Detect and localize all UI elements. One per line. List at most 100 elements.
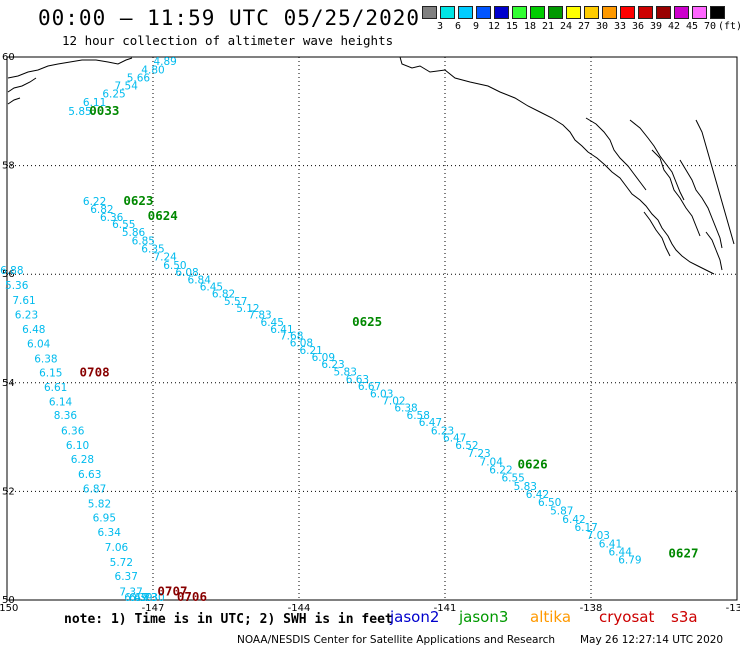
- pass-time-label: 0033: [89, 103, 119, 118]
- swh-value: 6.36: [100, 212, 124, 224]
- swh-value: 6.17: [574, 522, 597, 534]
- swh-value: 6.28: [71, 454, 94, 466]
- swh-value: 6.55: [112, 219, 135, 231]
- legend-swatch: [548, 6, 563, 19]
- swh-value: 6.82: [212, 289, 235, 301]
- swh-value: 6.08: [175, 267, 198, 279]
- legend-swatch: [494, 6, 509, 19]
- footer-timestamp: May 26 12:27:14 UTC 2020: [580, 634, 724, 646]
- note-text: note: 1) Time is in UTC; 2) SWH is in fe…: [64, 612, 393, 627]
- swh-value: 6.22: [489, 464, 512, 476]
- swh-value: 6.79: [618, 555, 641, 567]
- swh-value: 6.38: [394, 403, 417, 415]
- legend-label: 36: [631, 21, 645, 32]
- legend-label: 27: [577, 21, 591, 32]
- swh-value: 6.82: [90, 204, 113, 216]
- swh-value: 6.23: [15, 310, 38, 322]
- swh-value: 7.30: [141, 592, 164, 604]
- legend-swatch: [620, 6, 635, 19]
- swh-value: 5.82: [88, 499, 111, 511]
- swh-value: 6.88: [0, 265, 23, 277]
- swh-value: 5.86: [122, 227, 146, 239]
- swh-value: 6.44: [609, 546, 633, 558]
- page-subtitle: 12 hour collection of altimeter wave hei…: [62, 33, 394, 48]
- legend-label: 45: [685, 21, 699, 32]
- legend-label: 70: [703, 21, 717, 32]
- pass-time-label: 0707: [157, 584, 187, 599]
- swh-value: 4.89: [153, 56, 176, 68]
- lat-tick-label: 50: [2, 595, 15, 606]
- swh-value: 6.41: [270, 324, 293, 336]
- legend-label: 6: [454, 21, 462, 32]
- swh-value: 6.25: [102, 89, 125, 101]
- swh-value: 7.54: [115, 81, 139, 93]
- map-frame: [6, 56, 738, 601]
- swh-value: 6.52: [455, 440, 478, 452]
- swh-value: 7.24: [153, 252, 177, 264]
- legend-swatch: [476, 6, 491, 19]
- swh-value: 5.83: [334, 367, 357, 379]
- swh-value: 6.49: [124, 592, 147, 604]
- swh-value: 6.42: [562, 514, 585, 526]
- satellite-legend-item: altika: [530, 608, 572, 626]
- legend-label: 15: [505, 21, 519, 32]
- lon-tick-label: -144: [288, 603, 311, 614]
- swh-value: 7.03: [587, 530, 610, 542]
- legend-label: 24: [559, 21, 573, 32]
- pass-time-label: 0706: [177, 589, 207, 604]
- swh-value: 6.09: [312, 352, 335, 364]
- legend-swatch: [566, 6, 581, 19]
- swh-value: 7.37: [119, 587, 142, 599]
- footer-credit: NOAA/NESDIS Center for Satellite Applica…: [237, 634, 555, 646]
- swh-value: 6.04: [27, 339, 51, 351]
- swh-value: 5.83: [514, 481, 537, 493]
- legend-swatch: [692, 6, 707, 19]
- swh-value: 5.57: [224, 296, 247, 308]
- lat-tick-label: 52: [2, 486, 15, 497]
- swh-value: 6.38: [34, 354, 57, 366]
- swh-value: 7.83: [248, 310, 271, 322]
- swh-value: 6.58: [407, 410, 430, 422]
- swh-value: 7.68: [280, 330, 303, 342]
- lat-tick-label: 54: [2, 378, 15, 389]
- swh-value: 6.41: [599, 538, 622, 550]
- lon-tick-label: -150: [0, 603, 18, 614]
- swh-value: 5.36: [5, 280, 29, 292]
- legend-swatch: [530, 6, 545, 19]
- swh-value: 6.21: [299, 345, 322, 357]
- legend-swatch: [638, 6, 653, 19]
- swh-value: 6.08: [290, 337, 313, 349]
- swh-value: 7.04: [480, 456, 504, 468]
- swh-value: 6.35: [141, 243, 164, 255]
- legend-swatch: [458, 6, 473, 19]
- pass-time-label: 0623: [123, 193, 153, 208]
- swh-value: 6.39: [129, 592, 152, 604]
- axis-labels: -150 -147 -144 -141 -138 -135 60 58 56 54 52 50: [0, 52, 740, 614]
- legend-label: 18: [523, 21, 537, 32]
- legend-label: 3: [436, 21, 444, 32]
- swh-value: 6.47: [443, 432, 466, 444]
- legend-swatch: [422, 6, 437, 19]
- swh-value: 6.03: [370, 388, 393, 400]
- swh-value: 6.22: [83, 196, 106, 208]
- pass-time-label: 0627: [668, 546, 698, 561]
- swh-value: 6.45: [261, 317, 284, 329]
- pass-time-label: 0626: [518, 457, 548, 472]
- swh-value: 6.63: [346, 374, 369, 386]
- page-title: 00:00 – 11:59 UTC 05/25/2020: [38, 6, 421, 30]
- swh-value: 6.10: [66, 440, 89, 452]
- lon-tick-label: -141: [434, 603, 457, 614]
- lon-tick-label: -135: [726, 603, 740, 614]
- swh-value: 6.11: [83, 97, 106, 109]
- lon-tick-label: -147: [142, 603, 165, 614]
- satellite-legend-item: jason2: [390, 608, 440, 626]
- legend-swatch: [656, 6, 671, 19]
- swh-value: 6.73: [134, 592, 157, 604]
- legend-label: 9: [472, 21, 480, 32]
- swh-value: 6.23: [321, 359, 344, 371]
- swh-value: 5.66: [127, 72, 151, 84]
- swh-value: 6.61: [44, 382, 67, 394]
- legend-label: 12: [487, 21, 501, 32]
